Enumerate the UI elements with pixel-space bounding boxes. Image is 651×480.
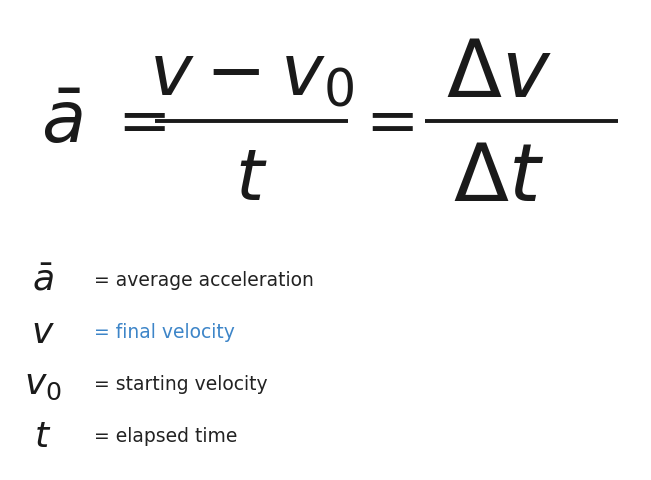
Text: = final velocity: = final velocity — [94, 323, 235, 341]
Text: $t$: $t$ — [235, 143, 268, 214]
Text: = starting velocity: = starting velocity — [94, 374, 268, 393]
Text: $\Delta v$: $\Delta v$ — [446, 36, 552, 114]
Text: $t$: $t$ — [34, 419, 51, 453]
Text: $v_0$: $v_0$ — [24, 367, 62, 401]
Text: = elapsed time: = elapsed time — [94, 426, 238, 445]
Text: $v$: $v$ — [31, 315, 55, 349]
Text: = average acceleration: = average acceleration — [94, 271, 314, 289]
Text: $=$: $=$ — [353, 91, 414, 153]
Text: $v-v_0$: $v-v_0$ — [149, 39, 354, 110]
Text: $\Delta t$: $\Delta t$ — [454, 140, 545, 217]
Text: $\bar{a}$: $\bar{a}$ — [32, 263, 53, 297]
Text: $\bar{a}$: $\bar{a}$ — [41, 87, 83, 157]
Text: $=$: $=$ — [105, 91, 167, 153]
